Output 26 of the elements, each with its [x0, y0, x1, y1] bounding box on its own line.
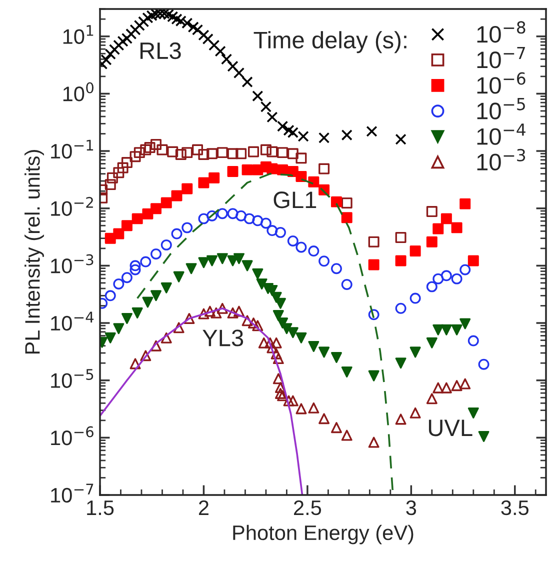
x-tick-label: 2.5	[294, 500, 322, 516]
legend-label: 10$^{−3}$	[477, 148, 526, 170]
legend-label: 10$^{−6}$	[477, 72, 526, 94]
x-tick-label: 3.5	[501, 500, 528, 516]
y-tick-label: 10$^{−2}$	[51, 196, 93, 216]
x-tick-label: 1.5	[87, 500, 114, 516]
legend-label: 10$^{−5}$	[477, 98, 525, 120]
y-tick-label: 10$^{−4}$	[51, 312, 94, 331]
legend-label: 10$^{−8}$	[477, 21, 526, 43]
annotation: RL3	[140, 42, 181, 60]
legend-label: 10$^{−7}$	[477, 46, 525, 68]
y-tick-label: 10$^{−6}$	[51, 426, 94, 446]
y-tick-label: 10$^{−1}$	[51, 140, 94, 159]
legend-title: Time delay (s):	[254, 31, 406, 54]
x-tick-label: 3	[406, 500, 416, 516]
y-axis-title: PL Intensity (rel. units)	[24, 150, 44, 354]
x-tick-label: 2	[198, 500, 208, 515]
x-axis-title: Photon Energy (eV)	[233, 524, 414, 544]
y-tick-label: 10$^{1}$	[63, 25, 94, 44]
y-tick-label: 10$^{0}$	[63, 82, 94, 102]
annotation: GL1	[274, 192, 316, 208]
annotation: UVL	[428, 420, 472, 436]
annotation: YL3	[202, 330, 244, 346]
legend-label: 10$^{−4}$	[477, 124, 526, 145]
y-tick-label: 10$^{−3}$	[51, 254, 94, 274]
y-tick-label: 10$^{−5}$	[51, 369, 94, 388]
